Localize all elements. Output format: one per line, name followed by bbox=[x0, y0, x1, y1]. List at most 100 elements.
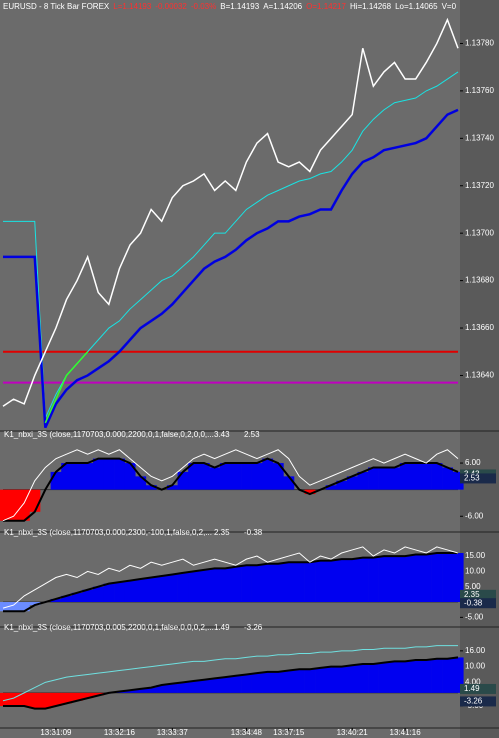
histogram-bar bbox=[145, 485, 157, 490]
series-line bbox=[3, 457, 459, 522]
histogram-bar bbox=[357, 557, 369, 603]
histogram-bar bbox=[272, 563, 284, 603]
histogram-bar bbox=[29, 692, 41, 709]
histogram-bar bbox=[420, 554, 432, 603]
histogram-bar bbox=[442, 553, 454, 603]
readout-value: 2.53 bbox=[244, 430, 260, 439]
histogram-bar bbox=[272, 463, 284, 490]
histogram-bar bbox=[50, 692, 62, 706]
histogram-bar bbox=[283, 670, 295, 693]
histogram-bar bbox=[304, 489, 316, 495]
histogram-bar bbox=[389, 556, 401, 603]
histogram-bar bbox=[92, 458, 104, 490]
histogram-bar bbox=[293, 669, 305, 693]
header: EURUSD - 8 Tick Bar FOREX L=1.14193 -0.000… bbox=[3, 2, 457, 11]
y-tick-label: 1.13700 bbox=[465, 228, 494, 237]
histogram-bar bbox=[114, 458, 125, 490]
histogram-bar bbox=[145, 577, 157, 603]
histogram-bar bbox=[410, 463, 422, 490]
histogram-bar bbox=[230, 463, 242, 490]
x-tick-label: 13:32:16 bbox=[104, 728, 136, 737]
histogram-bar bbox=[431, 463, 443, 490]
histogram-bar bbox=[293, 562, 305, 603]
histogram-bar bbox=[357, 471, 369, 490]
histogram-bar bbox=[156, 684, 168, 693]
histogram-bar bbox=[251, 673, 263, 693]
histogram-bar bbox=[262, 563, 274, 603]
y-tick-label: 1.13740 bbox=[465, 133, 494, 142]
histogram-bar bbox=[399, 556, 411, 603]
histogram-bar bbox=[135, 688, 147, 693]
histogram-bar bbox=[262, 458, 274, 490]
histogram-bar bbox=[209, 467, 221, 490]
histogram-bar bbox=[8, 692, 20, 706]
x-tick-label: 13:37:15 bbox=[273, 728, 305, 737]
histogram-bar bbox=[198, 569, 210, 603]
y-tick-label: 1.13640 bbox=[465, 371, 494, 380]
histogram-bar bbox=[124, 580, 136, 603]
histogram-bar bbox=[61, 595, 73, 603]
value-box bbox=[460, 473, 496, 484]
header-item: -0.00032 bbox=[155, 2, 187, 11]
histogram-bar bbox=[420, 463, 432, 490]
histogram-bar bbox=[50, 471, 62, 490]
histogram-bar bbox=[241, 674, 252, 693]
value-box-label: -0.38 bbox=[464, 598, 483, 607]
series-line bbox=[3, 656, 459, 710]
histogram-bar bbox=[124, 463, 136, 490]
histogram-bar bbox=[346, 476, 358, 490]
histogram-bar bbox=[346, 665, 358, 693]
x-tick-label: 13:31:09 bbox=[40, 728, 72, 737]
histogram-bar bbox=[18, 602, 30, 612]
histogram-bar bbox=[241, 463, 252, 490]
y-tick-label: 4.00 bbox=[465, 677, 481, 686]
readout-value: -3.26 bbox=[244, 623, 263, 632]
header-item: EURUSD - 8 Tick Bar FOREX bbox=[3, 2, 110, 11]
histogram-bar bbox=[251, 565, 263, 603]
histogram-bar bbox=[378, 662, 390, 693]
histogram-bar bbox=[230, 566, 242, 603]
series-line bbox=[3, 108, 459, 429]
histogram-bar bbox=[50, 598, 62, 603]
readout-value: 1.49 bbox=[214, 623, 230, 632]
histogram-bar bbox=[262, 671, 274, 693]
histogram-bar bbox=[431, 658, 443, 693]
histogram-bar bbox=[8, 489, 20, 521]
histogram-bar bbox=[251, 463, 263, 490]
y-tick-label: 1.13780 bbox=[465, 39, 494, 48]
histogram-bar bbox=[420, 660, 432, 693]
histogram-bar bbox=[219, 677, 231, 693]
y-tick-label: 10.00 bbox=[465, 567, 486, 576]
y-tick-label: 1.13760 bbox=[465, 86, 494, 95]
series-line bbox=[2, 449, 459, 522]
indicator-title: K1_nbxi_3S (close,1170703,0.000,2200,0,1… bbox=[4, 430, 214, 439]
histogram-bar bbox=[325, 485, 337, 490]
histogram-bar bbox=[368, 663, 379, 693]
histogram-bar bbox=[219, 463, 231, 490]
histogram-bar bbox=[219, 568, 231, 603]
x-tick-label: 13:34:48 bbox=[231, 728, 263, 737]
readout-value: -0.38 bbox=[244, 528, 263, 537]
y-tick-label: 15.00 bbox=[465, 551, 486, 560]
histogram-bar bbox=[92, 692, 104, 696]
histogram-bar bbox=[410, 660, 422, 693]
series-line bbox=[3, 552, 458, 613]
histogram-bar bbox=[368, 467, 379, 490]
value-box-label: -3.26 bbox=[464, 697, 483, 706]
histogram-bar bbox=[410, 554, 422, 603]
histogram-bar bbox=[304, 669, 316, 693]
histogram-bar bbox=[452, 471, 464, 490]
value-box-label: 1.49 bbox=[464, 684, 480, 693]
y-tick-label: 16.00 bbox=[465, 646, 486, 655]
histogram-bar bbox=[18, 692, 30, 706]
histogram-bar bbox=[272, 671, 284, 693]
series-line bbox=[2, 17, 459, 407]
histogram-bar bbox=[0, 489, 9, 521]
histogram-bar bbox=[71, 592, 83, 603]
histogram-bar bbox=[315, 560, 327, 603]
value-box bbox=[460, 696, 496, 707]
histogram-bar bbox=[61, 692, 73, 704]
histogram-bar bbox=[61, 463, 73, 490]
value-box bbox=[460, 683, 496, 694]
y-tick-label: -5.00 bbox=[465, 612, 484, 621]
